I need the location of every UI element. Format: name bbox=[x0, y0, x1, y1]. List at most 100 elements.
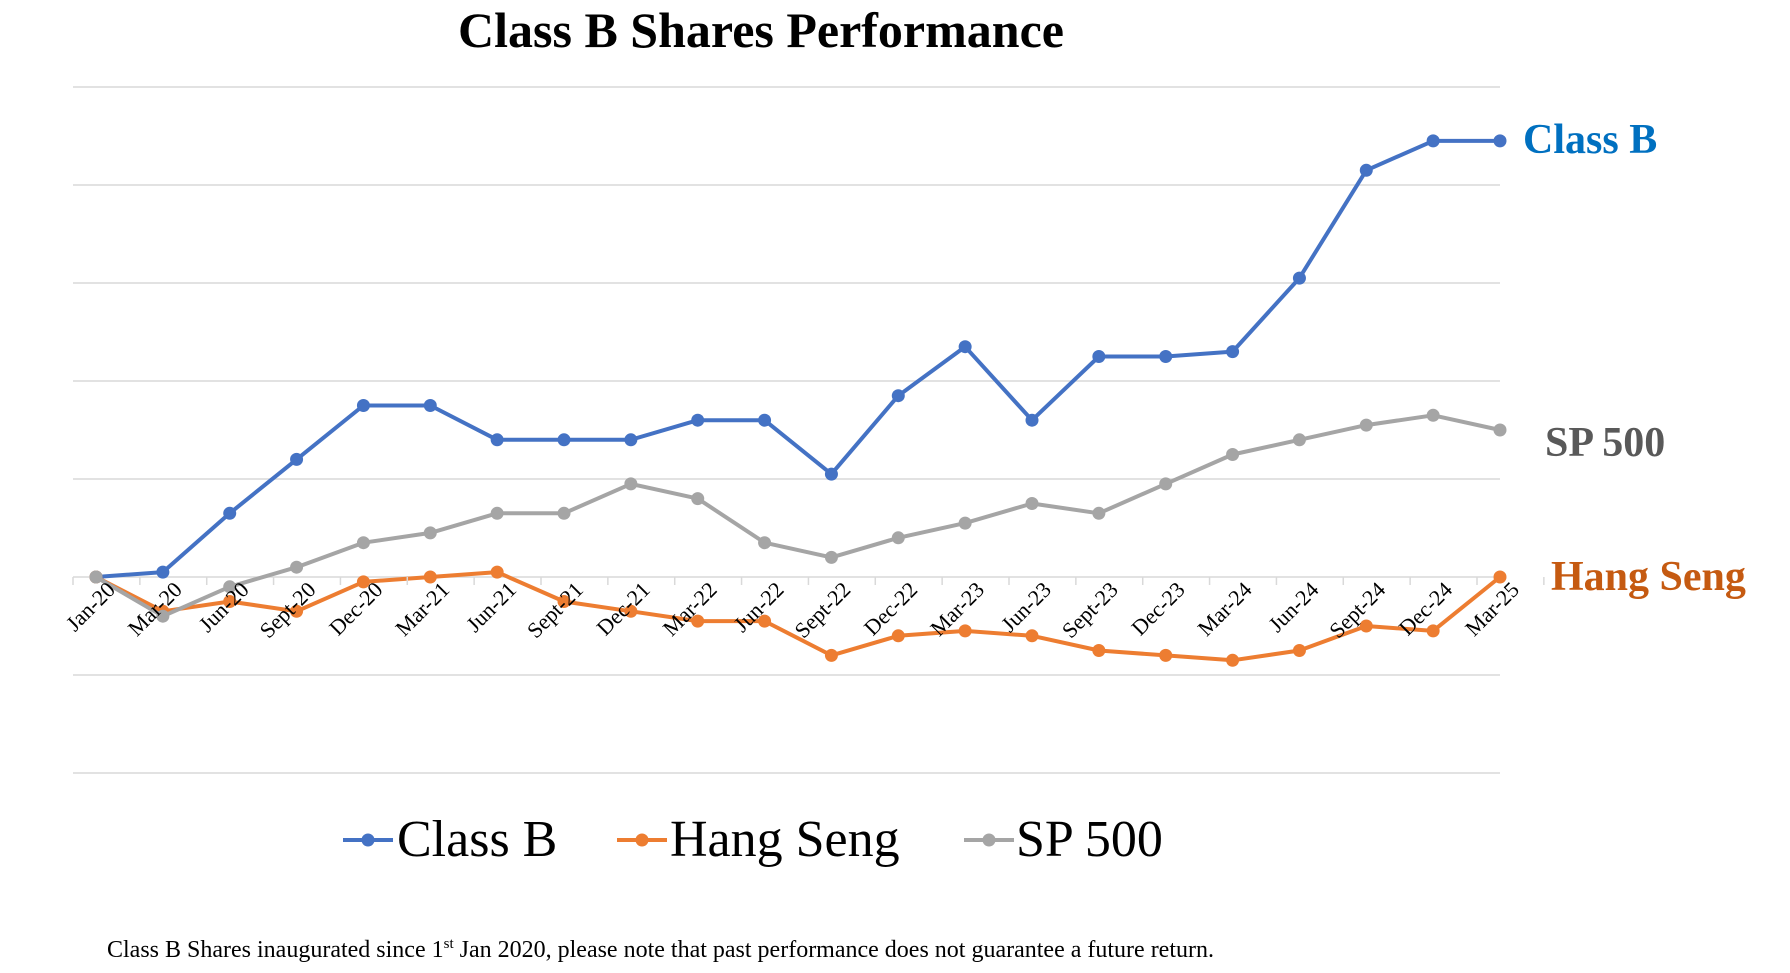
data-point-class-b bbox=[1493, 134, 1507, 148]
footnote: Class B Shares inaugurated since 1st Jan… bbox=[107, 936, 1214, 964]
data-point-hang-seng bbox=[1426, 624, 1440, 638]
data-point-sp-500 bbox=[1359, 418, 1373, 432]
data-point-class-b bbox=[557, 433, 571, 447]
legend-label: Class B bbox=[397, 811, 557, 868]
x-tick-label: Dec-22 bbox=[859, 577, 922, 640]
data-point-sp-500 bbox=[624, 477, 638, 491]
footnote-superscript: st bbox=[443, 936, 454, 952]
series-line-class-b bbox=[95, 138, 1500, 579]
data-point-class-b bbox=[1426, 134, 1440, 148]
series-line-hang-seng bbox=[95, 570, 1502, 663]
data-point-hang-seng bbox=[824, 648, 838, 662]
data-point-hang-seng bbox=[1226, 653, 1240, 667]
data-point-hang-seng bbox=[1292, 644, 1306, 657]
data-point-hang-seng bbox=[624, 604, 638, 618]
footnote-text-before: Class B Shares inaugurated since 1 bbox=[107, 937, 444, 963]
end-label-class-b: Class B bbox=[1523, 117, 1658, 163]
data-point-hang-seng bbox=[1025, 629, 1039, 643]
data-point-sp-500 bbox=[1426, 408, 1440, 422]
gridlines bbox=[73, 86, 1500, 774]
data-point-hang-seng bbox=[758, 614, 772, 628]
data-point-hang-seng bbox=[891, 629, 905, 643]
data-point-sp-500 bbox=[824, 550, 838, 564]
data-point-sp-500 bbox=[691, 492, 705, 506]
x-tick-label: Sept-24 bbox=[1324, 577, 1390, 643]
data-point-class-b bbox=[1159, 350, 1173, 363]
end-label-hang-seng: Hang Seng bbox=[1551, 554, 1746, 600]
data-point-sp-500 bbox=[1159, 477, 1173, 491]
data-point-sp-500 bbox=[156, 609, 170, 623]
data-point-sp-500 bbox=[356, 536, 370, 550]
data-point-sp-500 bbox=[758, 536, 772, 550]
data-point-class-b bbox=[1292, 271, 1306, 285]
data-point-class-b bbox=[624, 433, 638, 447]
legend-item-class-b: Class B bbox=[343, 811, 557, 868]
data-point-hang-seng bbox=[290, 604, 304, 618]
x-tick-label: Jun-23 bbox=[996, 577, 1056, 637]
data-point-class-b bbox=[290, 452, 304, 466]
data-point-sp-500 bbox=[89, 570, 103, 584]
plot-area: Jan-20 Mar-20 Jun-20 Sept-20 Dec-20 Mar-21 Jun… bbox=[61, 86, 1545, 774]
x-tick-label: Sept-20 bbox=[254, 577, 320, 643]
legend-swatch-marker bbox=[361, 833, 375, 847]
x-tick-label: Sept-23 bbox=[1057, 577, 1123, 643]
data-point-hang-seng bbox=[423, 570, 437, 584]
legend-swatch-marker bbox=[635, 833, 649, 847]
footnote-text-after: Jan 2020, please note that past performa… bbox=[453, 937, 1214, 963]
series-sp-500 bbox=[89, 408, 1507, 623]
data-point-sp-500 bbox=[423, 526, 437, 540]
data-point-sp-500 bbox=[1092, 506, 1106, 520]
data-point-sp-500 bbox=[290, 560, 304, 574]
data-point-sp-500 bbox=[1226, 448, 1240, 461]
data-point-class-b bbox=[223, 506, 237, 520]
x-tick-label: Jun-24 bbox=[1263, 577, 1323, 637]
data-point-class-b bbox=[1359, 163, 1373, 177]
x-tick-label: Sept-22 bbox=[789, 577, 855, 643]
data-point-class-b bbox=[958, 340, 972, 354]
data-point-sp-500 bbox=[891, 531, 905, 545]
end-label-sp500: SP 500 bbox=[1545, 420, 1666, 466]
legend-item-sp-500: SP 500 bbox=[964, 811, 1163, 868]
data-point-sp-500 bbox=[1292, 433, 1306, 447]
legend: Class B Hang Seng SP 500 bbox=[343, 811, 1163, 868]
data-point-hang-seng bbox=[1092, 644, 1106, 657]
data-point-hang-seng bbox=[958, 624, 972, 638]
legend-label: Hang Seng bbox=[670, 811, 900, 868]
data-point-sp-500 bbox=[490, 506, 504, 520]
data-point-hang-seng bbox=[1159, 648, 1173, 662]
x-tick-label: Mar-22 bbox=[658, 577, 722, 641]
data-point-class-b bbox=[490, 433, 504, 447]
data-point-sp-500 bbox=[1025, 497, 1039, 510]
data-point-class-b bbox=[1226, 345, 1240, 359]
data-point-sp-500 bbox=[557, 506, 571, 520]
data-point-class-b bbox=[156, 565, 170, 579]
data-point-sp-500 bbox=[958, 516, 972, 530]
data-point-hang-seng bbox=[223, 595, 237, 608]
chart-title: Class B Shares Performance bbox=[458, 2, 1064, 58]
data-point-class-b bbox=[891, 389, 905, 403]
series-line-sp-500 bbox=[94, 413, 1501, 619]
data-point-hang-seng bbox=[1359, 619, 1373, 633]
x-tick-label: Dec-23 bbox=[1126, 577, 1189, 640]
series-class-b bbox=[89, 134, 1507, 584]
x-tick-label: Jun-21 bbox=[461, 577, 521, 637]
data-point-sp-500 bbox=[223, 580, 237, 594]
data-point-hang-seng bbox=[1493, 570, 1507, 584]
data-point-class-b bbox=[1092, 350, 1106, 363]
data-point-class-b bbox=[691, 413, 705, 427]
data-point-class-b bbox=[1025, 413, 1039, 427]
data-point-hang-seng bbox=[490, 565, 504, 579]
data-point-hang-seng bbox=[691, 614, 705, 628]
data-point-class-b bbox=[423, 399, 437, 412]
x-tick-label: Jan-20 bbox=[61, 577, 120, 636]
legend-item-hang-seng: Hang Seng bbox=[617, 811, 900, 868]
x-axis-tick-labels: Jan-20 Mar-20 Jun-20 Sept-20 Dec-20 Mar-21 Jun… bbox=[61, 577, 1545, 643]
data-point-hang-seng bbox=[356, 575, 370, 589]
x-tick-label: Mar-21 bbox=[390, 577, 454, 641]
data-point-hang-seng bbox=[557, 595, 571, 608]
data-point-class-b bbox=[758, 413, 772, 427]
data-point-sp-500 bbox=[1493, 423, 1507, 437]
series-layer bbox=[89, 134, 1507, 667]
x-tick-label: Mar-25 bbox=[1460, 577, 1524, 641]
x-tick-label: Mar-24 bbox=[1193, 577, 1257, 641]
